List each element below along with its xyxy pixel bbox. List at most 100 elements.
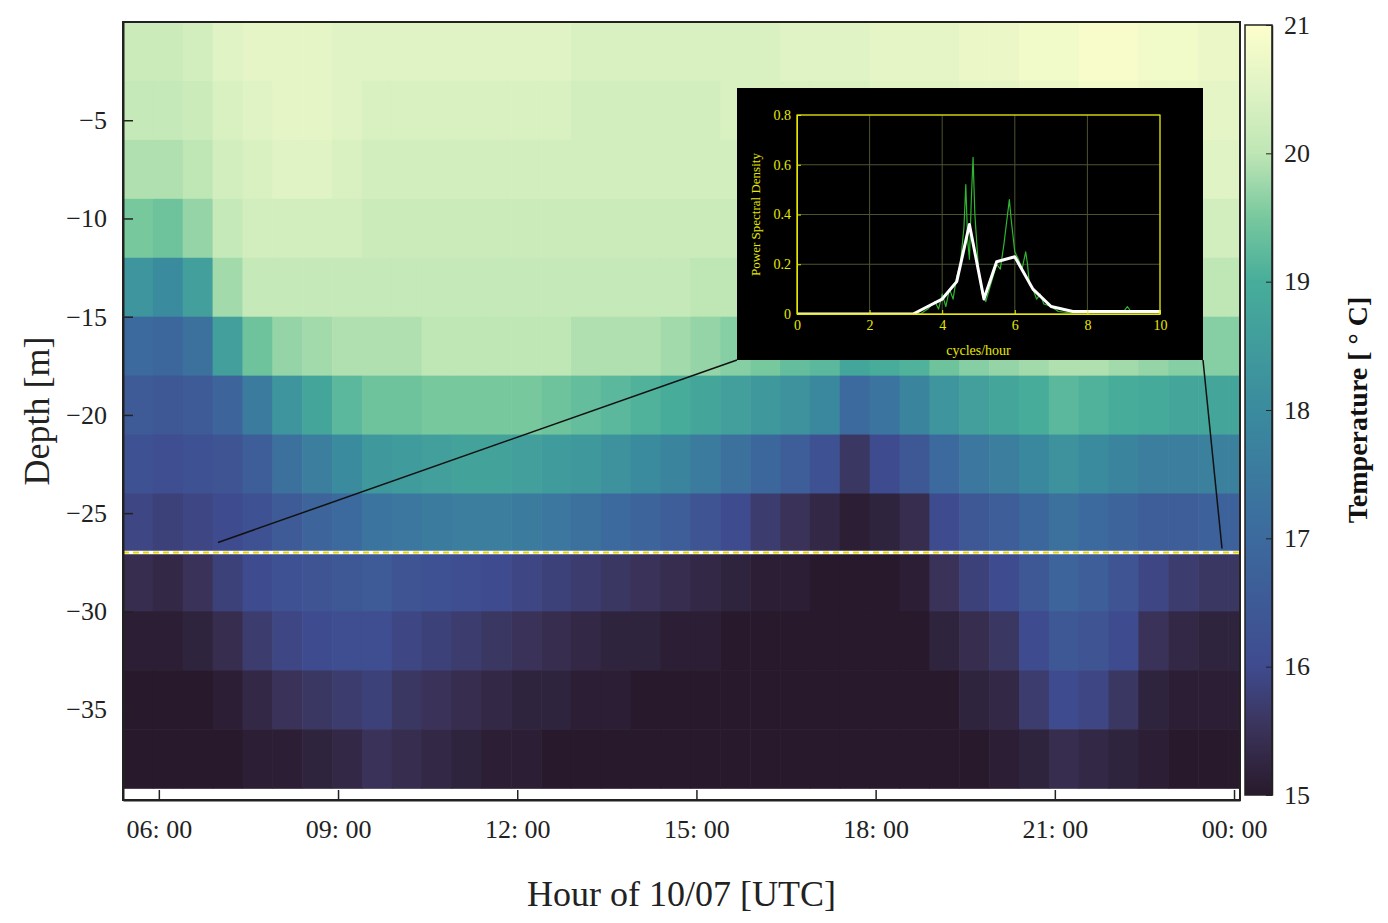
- heatmap-cell: [302, 729, 332, 789]
- heatmap-cell: [989, 552, 1019, 612]
- heatmap-cell: [481, 729, 511, 789]
- heatmap-cell: [452, 81, 482, 141]
- heatmap-cell: [481, 376, 511, 436]
- heatmap-cell: [452, 435, 482, 495]
- heatmap-cell: [242, 81, 272, 141]
- heatmap-cell: [840, 729, 870, 789]
- heatmap-cell: [541, 494, 571, 554]
- heatmap-cell: [1019, 611, 1049, 671]
- heatmap-cell: [989, 729, 1019, 789]
- heatmap-cell: [571, 552, 601, 612]
- heatmap-cell: [750, 22, 780, 82]
- y-tick-label: −35: [66, 695, 107, 724]
- heatmap-cell: [153, 611, 183, 671]
- heatmap-cell: [481, 199, 511, 259]
- heatmap-cell: [183, 140, 213, 200]
- heatmap-cell: [1049, 729, 1079, 789]
- heatmap-cell: [1228, 140, 1240, 200]
- y-tick-label: −25: [66, 499, 107, 528]
- heatmap-cell: [631, 258, 661, 318]
- heatmap-cell: [690, 376, 720, 436]
- heatmap-cell: [870, 611, 900, 671]
- heatmap-cell: [1109, 494, 1139, 554]
- heatmap-cell: [750, 552, 780, 612]
- heatmap-cell: [571, 199, 601, 259]
- x-tick: 21: 00: [1022, 790, 1088, 844]
- heatmap-cell: [1168, 729, 1198, 789]
- heatmap-cell: [332, 258, 362, 318]
- y-tick: −5: [79, 106, 133, 135]
- heatmap-cell: [242, 376, 272, 436]
- heatmap-cell: [690, 22, 720, 82]
- heatmap-cell: [780, 435, 810, 495]
- heatmap-cell: [302, 494, 332, 554]
- heatmap-cell: [422, 81, 452, 141]
- heatmap-cell: [601, 729, 631, 789]
- heatmap-cell: [272, 81, 302, 141]
- heatmap-cell: [511, 494, 541, 554]
- heatmap-cell: [690, 435, 720, 495]
- heatmap-cell: [870, 729, 900, 789]
- heatmap-cell: [1168, 611, 1198, 671]
- colorbar-tick-mark: [1266, 25, 1272, 26]
- heatmap-cell: [631, 199, 661, 259]
- heatmap-cell: [213, 140, 243, 200]
- heatmap-cell: [213, 435, 243, 495]
- heatmap-cell: [1019, 435, 1049, 495]
- heatmap-cell: [511, 552, 541, 612]
- heatmap-cell: [601, 140, 631, 200]
- y-tick-mark: [123, 218, 133, 220]
- heatmap-cell: [302, 317, 332, 377]
- heatmap-cell: [452, 258, 482, 318]
- heatmap-cell: [422, 258, 452, 318]
- heatmap-cell: [900, 22, 930, 82]
- heatmap-cell: [959, 376, 989, 436]
- heatmap-cell: [183, 552, 213, 612]
- heatmap-cell: [541, 81, 571, 141]
- heatmap-cell: [422, 611, 452, 671]
- heatmap-cell: [661, 494, 691, 554]
- inset-x-tick-label: 4: [939, 318, 946, 333]
- colorbar-tick-mark: [1266, 538, 1272, 539]
- heatmap-cell: [242, 435, 272, 495]
- inset-x-tick-label: 0: [794, 318, 801, 333]
- heatmap-cell: [213, 729, 243, 789]
- heatmap-cell: [183, 317, 213, 377]
- heatmap-cell: [481, 258, 511, 318]
- colorbar-tick-label: 18: [1284, 396, 1310, 425]
- colorbar-tick: 16: [1266, 652, 1310, 681]
- heatmap-cell: [392, 552, 422, 612]
- y-tick-mark: [123, 120, 133, 122]
- heatmap-cell: [989, 435, 1019, 495]
- heatmap-cell: [690, 729, 720, 789]
- heatmap-cell: [272, 611, 302, 671]
- y-tick-label: −15: [66, 303, 107, 332]
- heatmap-cell: [900, 376, 930, 436]
- heatmap-cell: [272, 729, 302, 789]
- x-tick-label: 15: 00: [664, 815, 730, 844]
- plot-frame: [123, 22, 1240, 800]
- heatmap-cell: [959, 729, 989, 789]
- heatmap-cell: [780, 494, 810, 554]
- heatmap-cell: [1138, 435, 1168, 495]
- heatmap-cell: [1079, 494, 1109, 554]
- inset-frame: [797, 115, 1160, 314]
- heatmap-cell: [123, 376, 153, 436]
- heatmap-cell: [1228, 670, 1240, 730]
- heatmap-cell: [1109, 435, 1139, 495]
- heatmap-cell: [362, 611, 392, 671]
- heatmap-cell: [750, 729, 780, 789]
- heatmap-cell: [1049, 494, 1079, 554]
- heatmap-cell: [213, 494, 243, 554]
- heatmap-cell: [631, 729, 661, 789]
- colorbar-tick-mark: [1266, 795, 1272, 796]
- heatmap-cell: [1138, 670, 1168, 730]
- heatmap-cell: [123, 317, 153, 377]
- heatmap-cell: [929, 376, 959, 436]
- heatmap-cell: [1198, 376, 1228, 436]
- heatmap-cell: [272, 670, 302, 730]
- heatmap-cell: [422, 22, 452, 82]
- heatmap-cell: [362, 140, 392, 200]
- heatmap-cell: [870, 494, 900, 554]
- inset-x-tick-label: 2: [867, 318, 874, 333]
